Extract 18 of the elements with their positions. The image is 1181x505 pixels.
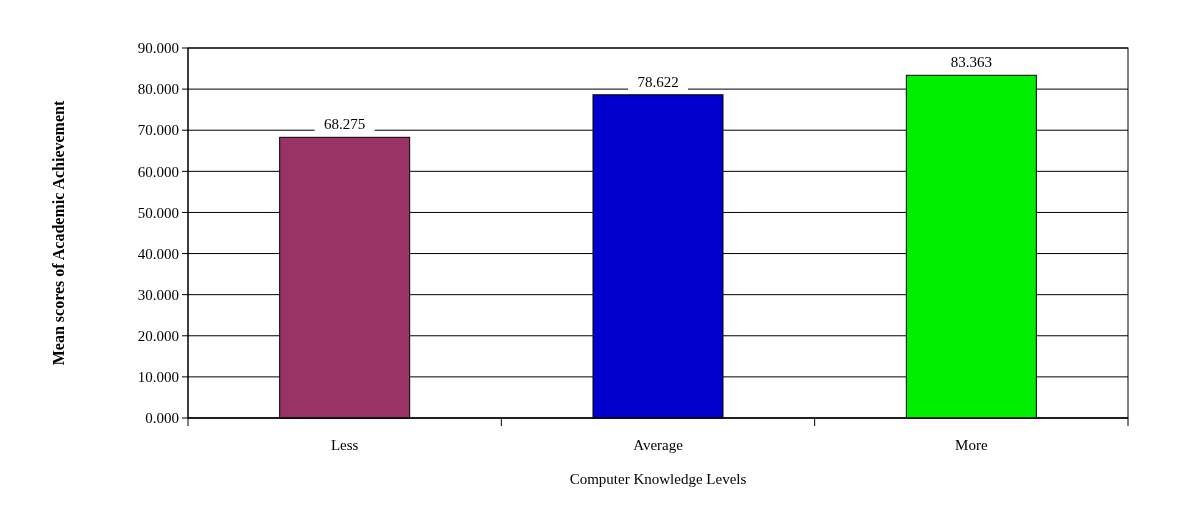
y-tick-label: 70.000 (137, 122, 179, 139)
y-tick-label: 80.000 (137, 81, 179, 98)
x-axis-title: Computer Knowledge Levels (569, 471, 747, 487)
data-label: 68.275 (324, 116, 366, 133)
y-tick-label: 40.000 (137, 245, 179, 262)
y-tick-label: 0.000 (145, 410, 179, 427)
y-tick-label: 90.000 (137, 40, 179, 57)
y-tick-label: 20.000 (137, 328, 179, 345)
x-tick-label: Less (330, 437, 359, 453)
y-axis-title: Mean scores of Academic Achievement (50, 100, 67, 366)
y-tick-label: 10.000 (137, 369, 179, 386)
y-tick-label: 60.000 (137, 163, 179, 180)
y-tick-label: 50.000 (137, 204, 179, 221)
y-tick-label: 30.000 (137, 286, 179, 303)
data-label: 78.622 (637, 73, 679, 90)
x-tick-label: More (955, 437, 988, 453)
data-label: 83.363 (950, 54, 992, 71)
x-tick-label: Average (633, 437, 684, 453)
